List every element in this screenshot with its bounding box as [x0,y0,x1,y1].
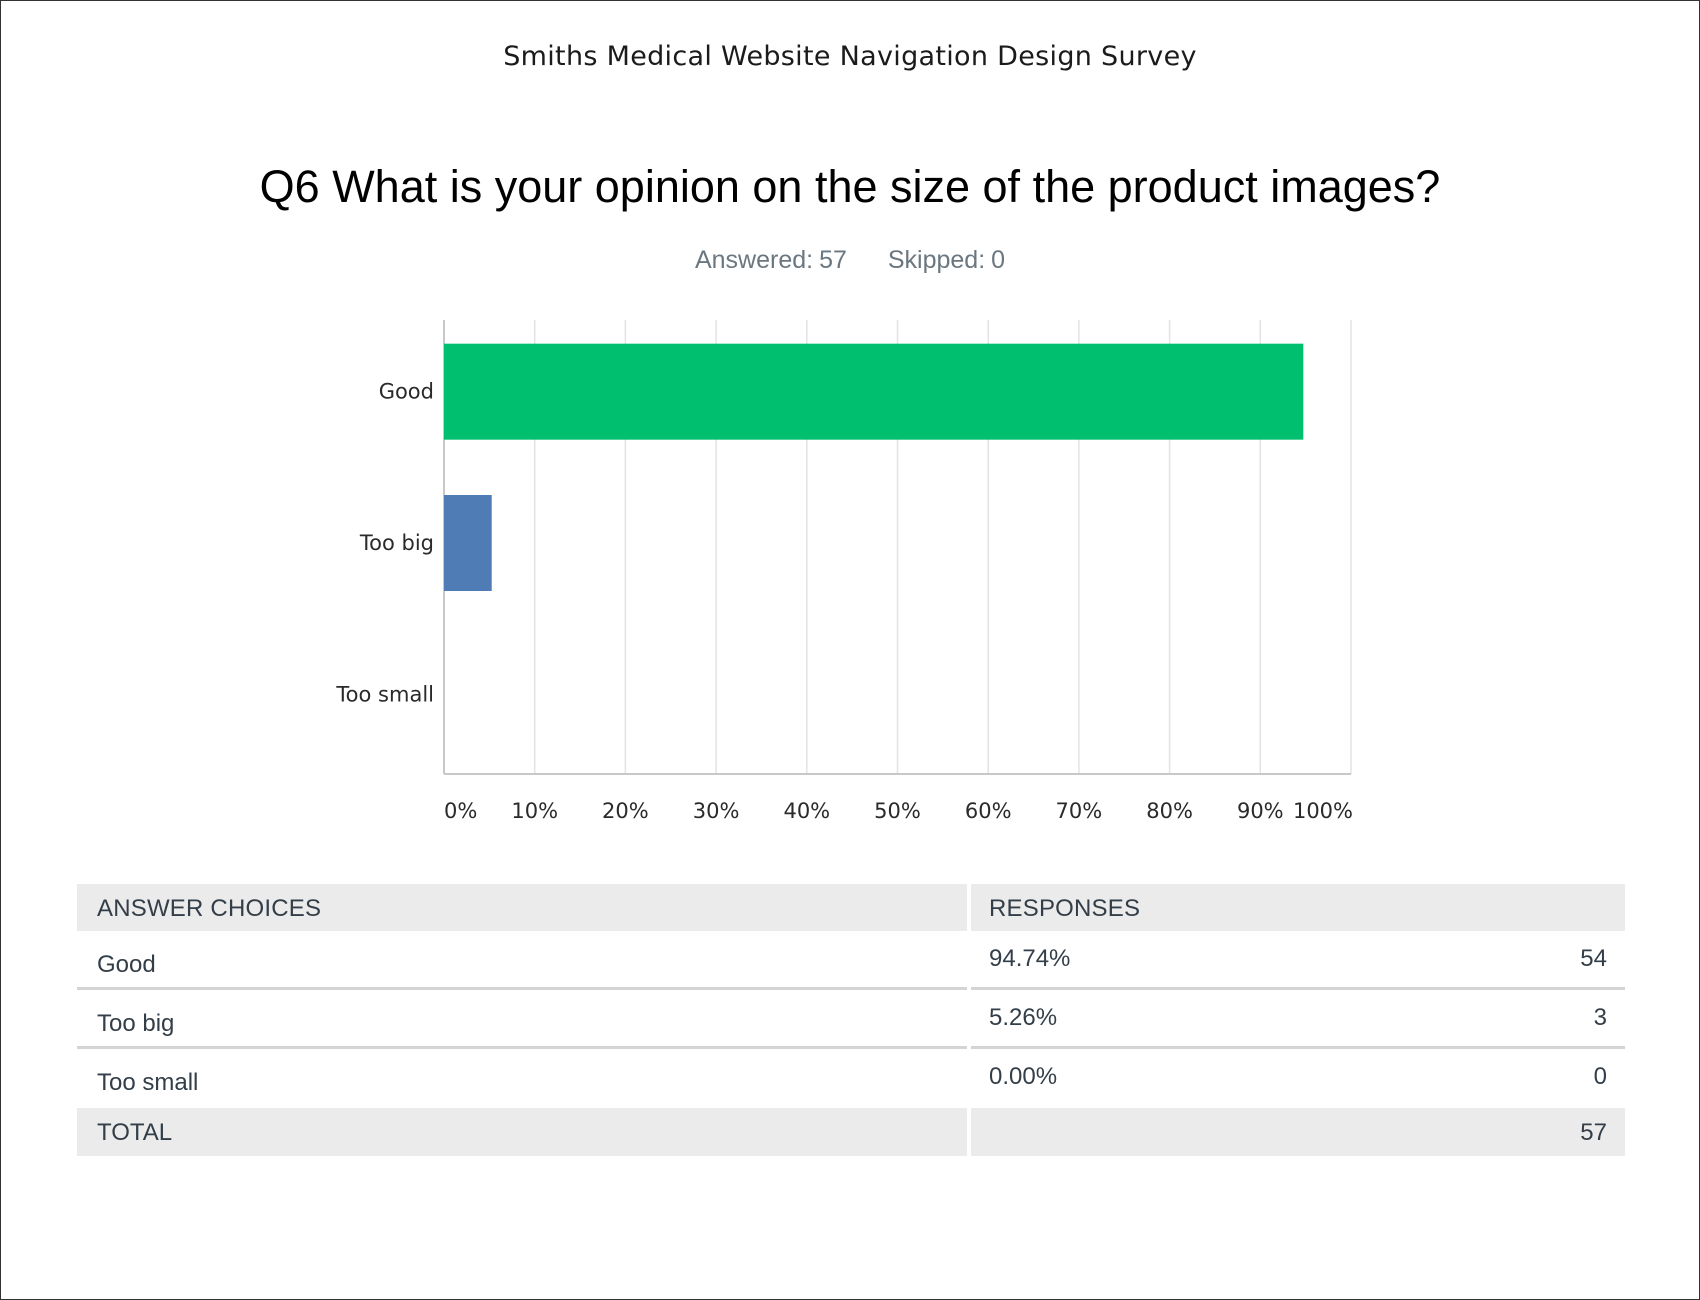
answered-stat: Answered: 57 [695,246,847,275]
response-count: 3 [1593,1004,1607,1031]
question-title: Q6 What is your opinion on the size of t… [259,161,1441,212]
response-percent: 5.26% [989,1004,1058,1031]
responses-table: ANSWER CHOICES RESPONSES Good 94.74% 54 T… [77,884,1625,1156]
choice-cell: Too small [77,1049,967,1106]
table-row: Too small 0.00% 0 [77,1049,1625,1108]
total-count: 57 [1580,1119,1607,1146]
x-tick-label: 50% [874,799,921,823]
x-tick-label: 100% [1293,799,1353,823]
table-row: Too big 5.26% 3 [77,990,1625,1049]
total-label: TOTAL [97,1119,173,1146]
category-label: Too small [335,682,434,706]
category-label: Good [379,380,434,404]
x-tick-label: 80% [1146,799,1193,823]
choice-label: Good [97,951,156,978]
table-row: Good 94.74% 54 [77,931,1625,990]
x-tick-label: 90% [1237,799,1284,823]
x-tick-label: 40% [783,799,830,823]
category-label: Too big [359,531,434,555]
x-tick-label: 20% [602,799,649,823]
table-total-row: TOTAL 57 [77,1108,1625,1156]
header-cell-responses: RESPONSES [971,884,1625,931]
bar [444,343,1304,440]
x-tick-label: 60% [965,799,1012,823]
skipped-label: Skipped: [887,246,986,274]
total-label-cell: TOTAL [77,1108,967,1156]
response-stats: Answered: 57 Skipped: 0 [1,246,1699,275]
header-answer-choices: ANSWER CHOICES [97,895,322,922]
survey-title: Smiths Medical Website Navigation Design… [503,41,1197,72]
x-tick-label: 10% [511,799,558,823]
choice-cell: Too big [77,990,967,1049]
response-cell: 94.74% 54 [971,931,1625,990]
bar [444,495,492,591]
response-count: 54 [1580,945,1607,972]
response-count: 0 [1593,1063,1607,1090]
answered-label: Answered: [694,246,814,274]
skipped-value: 0 [991,246,1006,274]
header-cell-choices: ANSWER CHOICES [77,884,967,931]
answered-value: 57 [819,246,847,274]
x-tick-label: 0% [444,799,477,823]
choice-label: Too big [97,1010,175,1037]
table-header-row: ANSWER CHOICES RESPONSES [77,884,1625,931]
header-responses: RESPONSES [989,895,1141,922]
response-percent: 0.00% [989,1063,1058,1090]
choice-label: Too small [97,1069,199,1096]
response-cell: 0.00% 0 [971,1049,1625,1106]
choice-cell: Good [77,931,967,990]
response-cell: 5.26% 3 [971,990,1625,1049]
total-count-cell: 57 [971,1108,1625,1156]
x-tick-label: 30% [693,799,740,823]
response-percent: 94.74% [989,945,1071,972]
bar-chart: Good Too big Too small 0% 10% 20% 30% 40% 50% 60%… [335,320,1353,823]
x-tick-label: 70% [1056,799,1103,823]
skipped-stat: Skipped: 0 [888,246,1005,275]
